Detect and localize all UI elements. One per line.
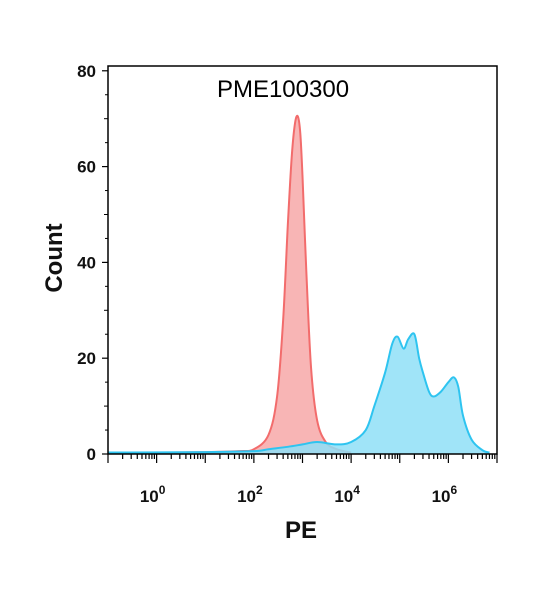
y-tick-label: 20 bbox=[77, 349, 96, 368]
series-0-line bbox=[107, 114, 352, 454]
x-tick-label: 104 bbox=[334, 483, 360, 506]
chart-title: PME100300 bbox=[217, 76, 349, 103]
y-axis-ticks: 0 20 40 60 80 bbox=[77, 62, 108, 464]
x-tick-label: 100 bbox=[140, 483, 166, 506]
x-tick-label: 102 bbox=[237, 483, 263, 506]
series-layer bbox=[107, 114, 490, 454]
x-axis-title: PE bbox=[285, 517, 317, 544]
series-1-line bbox=[107, 332, 490, 454]
x-tick-label: 106 bbox=[432, 483, 458, 506]
y-tick-label: 0 bbox=[87, 445, 96, 464]
x-axis-ticks: 100 102 104 106 bbox=[107, 454, 498, 506]
y-tick-label: 80 bbox=[77, 62, 96, 81]
series-1-area bbox=[108, 333, 490, 454]
y-tick-label: 40 bbox=[77, 253, 96, 272]
y-tick-label: 60 bbox=[77, 158, 96, 177]
series-0-area bbox=[108, 115, 352, 454]
y-axis-title: Count bbox=[41, 223, 68, 292]
